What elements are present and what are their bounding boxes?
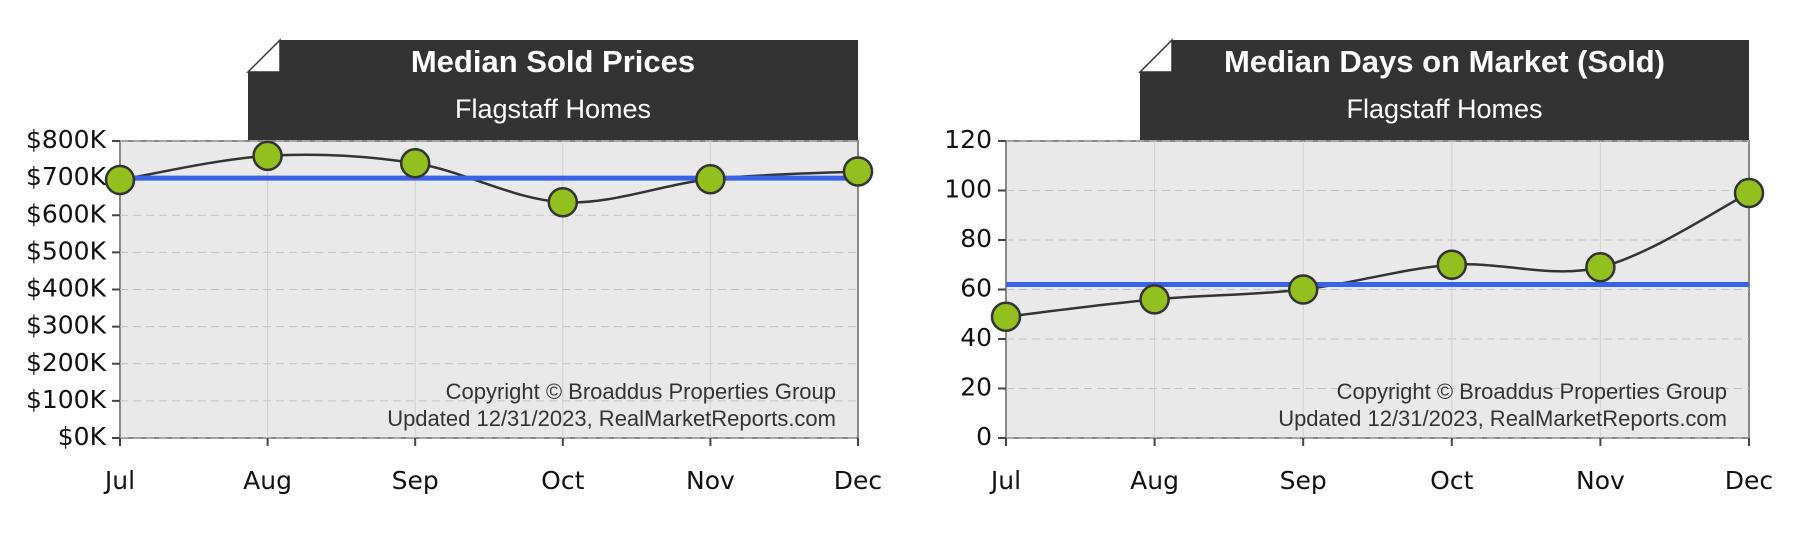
y-tick-label: 120 — [944, 125, 992, 154]
title-box — [1140, 40, 1749, 141]
x-tick-label: Sep — [1280, 466, 1327, 495]
title-fold-corner — [1138, 38, 1173, 73]
x-tick-label: Jul — [989, 466, 1021, 495]
x-tick-label: Nov — [686, 466, 735, 495]
marker — [1436, 249, 1468, 280]
y-tick-label: $800K — [26, 125, 107, 154]
x-tick-label: Jul — [103, 466, 135, 495]
annotation: Copyright © Broaddus Properties Group — [1337, 379, 1727, 404]
marker — [547, 187, 579, 218]
y-tick-label: $600K — [26, 199, 107, 228]
y-tick-label: $200K — [26, 348, 107, 377]
title-fold-corner — [246, 38, 281, 73]
y-tick-label: $500K — [26, 236, 107, 265]
x-tick-label: Dec — [834, 466, 882, 495]
y-tick-label: $0K — [58, 422, 107, 451]
y-tick-label: $700K — [26, 162, 107, 191]
x-tick-label: Oct — [541, 466, 584, 495]
y-tick-label: 20 — [960, 373, 992, 402]
annotation: Updated 12/31/2023, RealMarketReports.co… — [387, 406, 836, 431]
marker — [842, 156, 874, 187]
y-tick-label: $400K — [26, 274, 107, 303]
annotation: Updated 12/31/2023, RealMarketReports.co… — [1278, 406, 1727, 431]
y-tick-label: 60 — [960, 274, 992, 303]
x-tick-label: Aug — [243, 466, 292, 495]
chart-subtitle: Flagstaff Homes — [1346, 94, 1542, 124]
title-box — [248, 40, 858, 141]
marker — [695, 163, 726, 195]
marker — [399, 148, 431, 179]
y-tick-label: 40 — [960, 323, 992, 352]
x-tick-label: Oct — [1430, 466, 1473, 495]
marker — [104, 164, 136, 196]
chart-title: Median Sold Prices — [411, 44, 695, 79]
y-tick-label: $100K — [26, 385, 107, 414]
marker — [252, 140, 283, 172]
marker — [1139, 284, 1170, 315]
x-tick-label: Aug — [1130, 466, 1179, 495]
y-tick-label: 80 — [960, 224, 992, 253]
x-tick-label: Sep — [392, 466, 439, 495]
x-tick-label: Nov — [1576, 466, 1625, 495]
annotation: Copyright © Broaddus Properties Group — [446, 379, 836, 404]
y-tick-label: 0 — [976, 422, 992, 451]
marker — [1733, 177, 1765, 209]
y-tick-label: $300K — [26, 311, 107, 340]
marker — [1287, 274, 1319, 305]
y-tick-label: 100 — [944, 175, 992, 204]
x-tick-label: Dec — [1725, 466, 1773, 495]
marker — [1585, 251, 1616, 283]
line — [1005, 191, 1750, 318]
chart-title: Median Days on Market (Sold) — [1224, 44, 1665, 79]
chart-subtitle: Flagstaff Homes — [455, 94, 651, 124]
marker — [990, 301, 1022, 332]
